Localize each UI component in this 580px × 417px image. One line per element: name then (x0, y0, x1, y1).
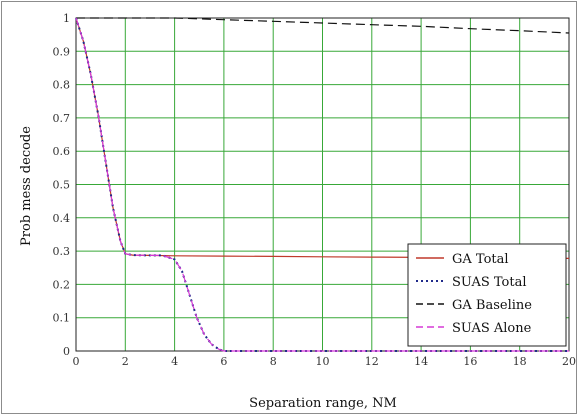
y-tick-label: 0.9 (53, 45, 71, 58)
y-tick-label: 0.8 (53, 79, 71, 92)
series-line-suas-alone (75, 17, 569, 352)
y-tick-label: 0.6 (53, 145, 71, 158)
x-tick-label: 16 (463, 355, 477, 368)
y-axis-title: Prob mess decode (19, 126, 34, 246)
x-tick-label: 8 (270, 355, 277, 368)
x-axis-title: Separation range, NM (249, 396, 397, 411)
x-tick-label: 12 (365, 355, 379, 368)
x-tick-labels: 0 2 4 6 8 10 12 14 16 18 20 (73, 355, 577, 368)
y-tick-labels: 0 0.1 0.2 0.3 0.4 0.5 0.6 0.7 0.8 0.9 1 (53, 12, 71, 358)
x-tick-label: 10 (316, 355, 330, 368)
x-tick-label: 6 (220, 355, 227, 368)
y-tick-label: 0.3 (53, 245, 71, 258)
y-tick-label: 0.2 (53, 278, 71, 291)
y-tick-label: 0.1 (53, 312, 71, 325)
legend-label: SUAS Alone (452, 321, 532, 336)
x-tick-label: 4 (171, 355, 178, 368)
legend: GA Total SUAS Total GA Baseline SUAS Alone (407, 243, 567, 347)
x-tick-label: 0 (73, 355, 80, 368)
legend-label: SUAS Total (452, 275, 527, 290)
series-line-ga-baseline (76, 17, 570, 34)
x-tick-label: 20 (562, 355, 576, 368)
x-tick-label: 18 (513, 355, 527, 368)
legend-box (407, 243, 567, 347)
y-tick-label: 0 (63, 345, 70, 358)
legend-label: GA Baseline (452, 298, 532, 313)
y-tick-label: 1 (63, 12, 70, 25)
x-tick-label: 2 (122, 355, 129, 368)
y-tick-label: 0.5 (53, 179, 71, 192)
y-tick-label: 0.4 (53, 212, 71, 225)
legend-label: GA Total (452, 252, 509, 267)
y-tick-label: 0.7 (53, 112, 71, 125)
x-tick-label: 14 (414, 355, 428, 368)
